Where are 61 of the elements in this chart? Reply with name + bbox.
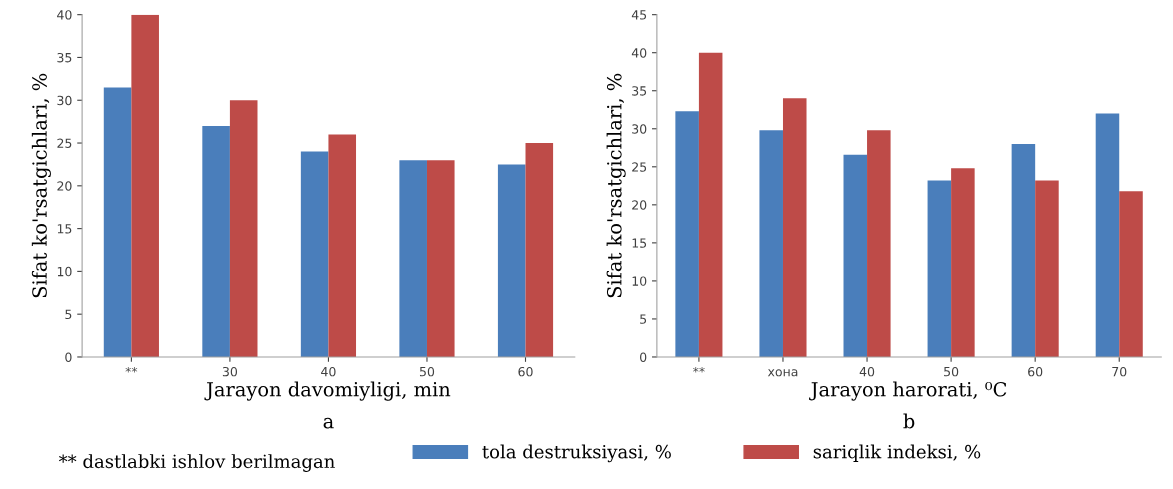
y-tick-label: 25	[57, 138, 72, 148]
bar	[399, 160, 427, 357]
y-tick-label: 30	[632, 124, 647, 134]
y-axis-title: Sifat ko'rsatgichlari, %	[606, 73, 626, 298]
y-tick-label: 40	[57, 10, 72, 20]
y-tick-label: 0	[640, 352, 647, 362]
x-tick-label: 30	[222, 366, 238, 377]
legend-label: tola destruksiyasi, %	[482, 444, 671, 463]
x-tick-label: 60	[1028, 366, 1043, 377]
y-tick-label: 40	[631, 48, 647, 58]
x-tick-label: 70	[1112, 366, 1127, 377]
y-tick-label: 30	[57, 95, 72, 106]
bar	[103, 87, 132, 357]
y-tick-label: 20	[57, 181, 72, 191]
x-tick-label: 50	[944, 366, 959, 377]
y-tick-label: 15	[57, 224, 72, 234]
text: a	[323, 417, 334, 429]
bar	[1011, 143, 1036, 357]
legend-label: sariqlik indeksi, %	[813, 444, 981, 462]
y-tick-label: 20	[632, 200, 647, 210]
bar	[867, 130, 891, 357]
text: ** dastlabki ishlov berilmagan	[58, 454, 335, 472]
bar	[525, 143, 554, 357]
y-tick-label: 35	[632, 86, 647, 96]
bar	[698, 52, 723, 357]
y-tick-label: 25	[632, 162, 647, 172]
bar	[300, 151, 329, 357]
bar	[1035, 180, 1059, 357]
bar	[843, 154, 868, 357]
bar	[426, 160, 455, 357]
y-tick-label: 0	[65, 352, 72, 362]
bar	[927, 180, 952, 357]
bar	[328, 134, 357, 357]
bar	[131, 14, 159, 357]
x-tick-label: **	[693, 366, 705, 373]
bar	[782, 98, 807, 357]
x-tick-label: 40	[321, 366, 336, 377]
bar	[951, 168, 975, 357]
bar	[1095, 113, 1120, 357]
bar	[229, 100, 258, 357]
x-tick-label: 40	[859, 366, 875, 377]
y-tick-label: 45	[631, 10, 647, 20]
y-axis-title: Sifat ko'rsatgichlari, %	[31, 73, 51, 298]
text: b	[903, 413, 915, 429]
bar	[497, 164, 526, 357]
bar	[759, 130, 783, 357]
y-tick-label: 10	[632, 276, 647, 286]
y-tick-label: 15	[632, 238, 647, 248]
bar	[202, 125, 230, 357]
x-tick-label: 60	[518, 366, 533, 377]
x-tick-label: 50	[419, 366, 435, 377]
x-axis-title: Jarayon davomiyligi, min	[204, 381, 451, 401]
y-tick-label: 10	[57, 266, 72, 277]
y-tick-label: 5	[65, 309, 72, 320]
y-tick-label: 5	[640, 314, 647, 324]
x-axis-title: Jarayon harorati, ⁰C	[809, 381, 1007, 401]
x-tick-label: **	[125, 366, 138, 373]
x-tick-label: хона	[767, 369, 798, 377]
y-tick-label: 35	[57, 52, 72, 63]
bar	[675, 111, 699, 357]
bar	[1119, 191, 1143, 357]
